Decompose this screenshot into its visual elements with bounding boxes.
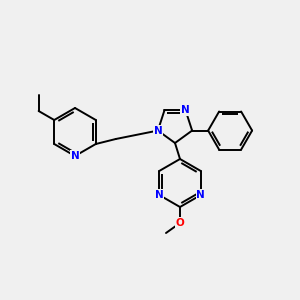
Text: N: N	[181, 105, 190, 116]
Text: N: N	[154, 126, 162, 136]
Text: N: N	[155, 190, 164, 200]
Text: N: N	[196, 190, 205, 200]
Text: O: O	[176, 218, 184, 228]
Text: N: N	[70, 151, 80, 161]
